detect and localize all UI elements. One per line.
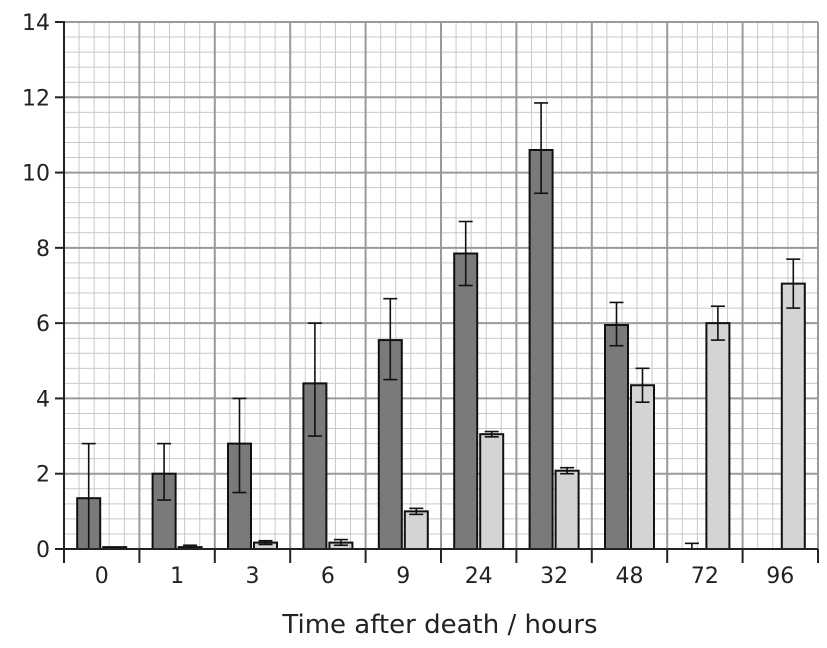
y-tick-label: 14 (22, 11, 50, 36)
bar (630, 384, 655, 550)
y-tick-label: 2 (36, 463, 50, 488)
x-axis-title: Time after death / hours (281, 610, 597, 640)
bar (453, 252, 479, 550)
x-tick-label: 1 (170, 564, 184, 589)
chart-axes (55, 21, 819, 563)
bar (403, 510, 429, 551)
bar (528, 148, 554, 550)
x-tick-label: 48 (616, 564, 644, 589)
bar (604, 324, 629, 550)
x-tick-label: 9 (396, 564, 410, 589)
y-tick-label: 6 (36, 312, 50, 337)
x-tick-label: 6 (321, 564, 335, 589)
bar (705, 322, 731, 550)
y-tick-label: 4 (36, 387, 50, 412)
y-tick-label: 8 (36, 237, 50, 262)
bar (780, 282, 806, 550)
x-tick-label: 24 (465, 564, 493, 589)
y-tick-label: 12 (22, 86, 50, 111)
x-tick-label: 3 (246, 564, 260, 589)
x-tick-label: 72 (691, 564, 719, 589)
y-tick-label: 0 (36, 538, 50, 563)
bar (479, 433, 505, 551)
x-tick-label: 96 (766, 564, 794, 589)
bar (554, 469, 580, 550)
chart-grid (63, 21, 819, 550)
x-tick-label: 0 (95, 564, 109, 589)
y-tick-label: 10 (22, 162, 50, 187)
x-tick-label: 32 (540, 564, 568, 589)
